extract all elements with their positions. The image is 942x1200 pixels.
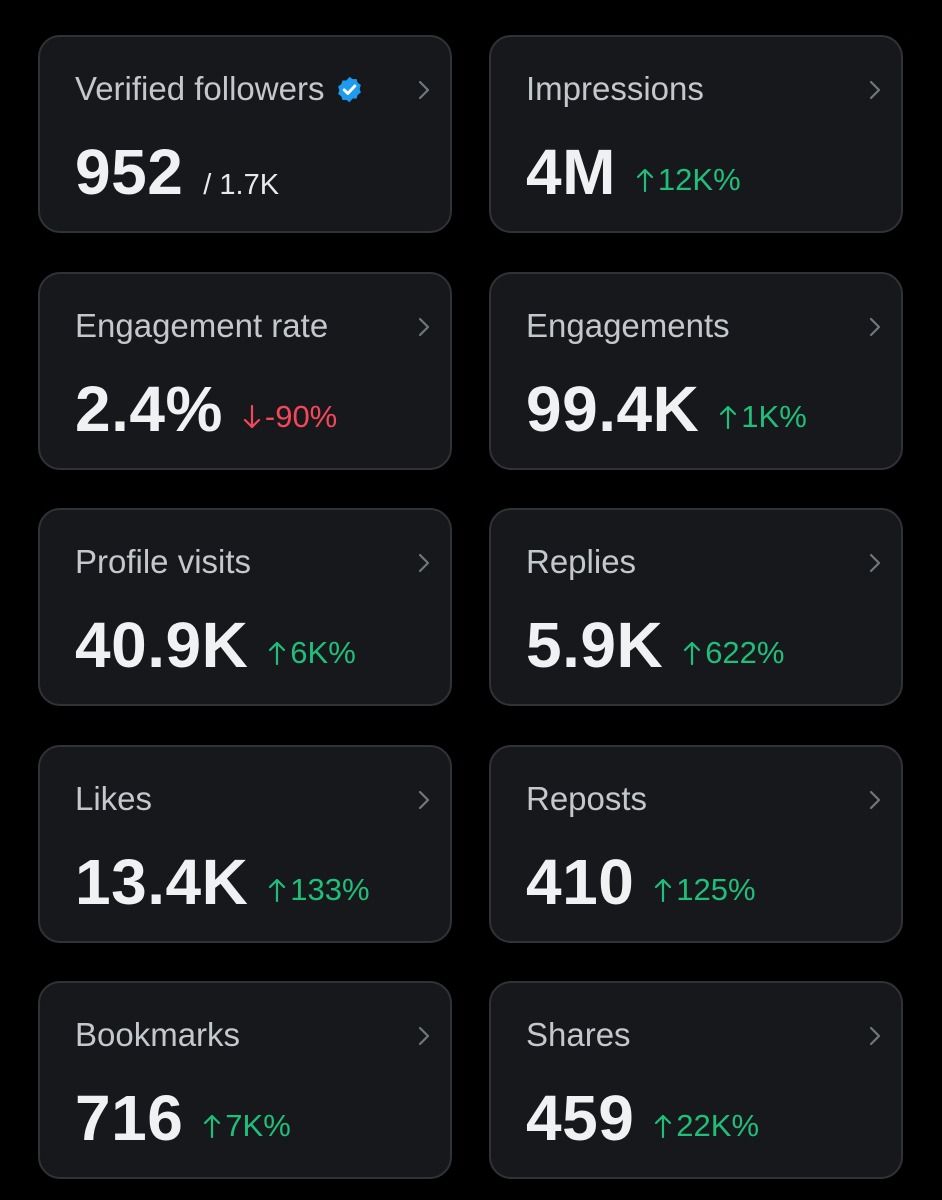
stat-change: 22K% xyxy=(654,1108,759,1144)
stat-value-row: 13.4K 133% xyxy=(75,847,370,917)
stat-value-row: 410 125% xyxy=(526,847,756,917)
stat-label-row: Profile visits xyxy=(75,541,251,583)
stat-label: Profile visits xyxy=(75,543,252,580)
stat-value: 459 xyxy=(526,1082,635,1154)
stat-card-replies[interactable]: Replies 5.9K 622% xyxy=(489,508,903,706)
stat-value-row: 99.4K 1K% xyxy=(526,374,807,444)
stat-label-row: Impressions xyxy=(526,68,704,110)
stat-change: 6K% xyxy=(268,635,356,671)
stat-label: Bookmarks xyxy=(75,1016,241,1053)
stat-value: 952 xyxy=(75,136,184,208)
stat-card-likes[interactable]: Likes 13.4K 133% xyxy=(38,745,452,943)
arrow-up-icon xyxy=(269,641,286,666)
stat-change-value: 622% xyxy=(705,635,785,670)
stat-card-bookmarks[interactable]: Bookmarks 716 7K% xyxy=(38,981,452,1179)
stat-value: 716 xyxy=(75,1082,184,1154)
stat-label-row: Replies xyxy=(526,541,636,583)
stat-label-row: Engagements xyxy=(526,305,730,347)
stat-value: 99.4K xyxy=(526,373,700,445)
stat-card-verified-followers[interactable]: Verified followers 952 / 1.7K xyxy=(38,35,452,233)
stat-change-value: 133% xyxy=(290,872,370,907)
stat-card-engagements[interactable]: Engagements 99.4K 1K% xyxy=(489,272,903,470)
stat-change: 1K% xyxy=(719,399,807,435)
stat-value: 5.9K xyxy=(526,609,664,681)
stat-change: 133% xyxy=(268,872,370,908)
stat-label: Reposts xyxy=(526,780,648,817)
stat-label: Replies xyxy=(526,543,637,580)
stat-card-engagement-rate[interactable]: Engagement rate 2.4% -90% xyxy=(38,272,452,470)
stat-value-row: 5.9K 622% xyxy=(526,610,784,680)
stat-value-row: 952 / 1.7K xyxy=(75,137,279,207)
stat-change-value: 12K% xyxy=(657,162,741,197)
arrow-up-icon xyxy=(204,1114,221,1139)
chevron-right-icon xyxy=(869,790,881,810)
stat-change: 622% xyxy=(683,635,784,671)
arrow-up-icon xyxy=(655,878,672,903)
stat-change-value: -90% xyxy=(264,399,338,434)
stat-change-value: 7K% xyxy=(225,1108,291,1143)
chevron-right-icon xyxy=(869,80,881,100)
chevron-right-icon xyxy=(418,790,430,810)
stat-value: 4M xyxy=(526,136,616,208)
stat-change-value: 22K% xyxy=(676,1108,760,1143)
stat-label-row: Bookmarks xyxy=(75,1014,240,1056)
stat-value: 13.4K xyxy=(75,846,249,918)
stat-value: 40.9K xyxy=(75,609,249,681)
stat-label: Shares xyxy=(526,1016,631,1053)
chevron-right-icon xyxy=(869,1026,881,1046)
chevron-right-icon xyxy=(418,553,430,573)
verified-badge-icon xyxy=(338,76,362,102)
stat-label-row: Engagement rate xyxy=(75,305,328,347)
stat-value: 410 xyxy=(526,846,635,918)
stat-label: Engagements xyxy=(526,307,730,344)
stat-card-profile-visits[interactable]: Profile visits 40.9K 6K% xyxy=(38,508,452,706)
stat-card-impressions[interactable]: Impressions 4M 12K% xyxy=(489,35,903,233)
stat-value-row: 4M 12K% xyxy=(526,137,741,207)
stat-change: 12K% xyxy=(636,162,741,198)
arrow-up-icon xyxy=(269,878,286,903)
stat-change-value: 6K% xyxy=(290,635,356,670)
arrow-up-icon xyxy=(684,641,701,666)
arrow-down-icon xyxy=(243,404,260,429)
stat-change: -90% xyxy=(243,399,337,435)
chevron-right-icon xyxy=(869,317,881,337)
arrow-up-icon xyxy=(720,405,737,430)
stat-label-row: Reposts xyxy=(526,778,647,820)
stat-label: Verified followers xyxy=(75,70,325,107)
stat-card-shares[interactable]: Shares 459 22K% xyxy=(489,981,903,1179)
chevron-right-icon xyxy=(418,80,430,100)
stat-value: 2.4% xyxy=(75,373,223,445)
chevron-right-icon xyxy=(869,553,881,573)
stat-value-row: 40.9K 6K% xyxy=(75,610,356,680)
stat-value-row: 716 7K% xyxy=(75,1083,291,1153)
chevron-right-icon xyxy=(418,1026,430,1046)
arrow-up-icon xyxy=(655,1114,672,1139)
arrow-up-icon xyxy=(636,168,654,193)
stat-value-row: 2.4% -90% xyxy=(75,374,337,444)
stat-change: 125% xyxy=(654,872,756,908)
stat-change-value: 125% xyxy=(676,872,756,907)
stat-label-row: Verified followers xyxy=(75,68,364,110)
stat-label: Likes xyxy=(75,780,153,817)
chevron-right-icon xyxy=(418,317,430,337)
stat-card-reposts[interactable]: Reposts 410 125% xyxy=(489,745,903,943)
stat-label: Engagement rate xyxy=(75,307,329,344)
stat-label-row: Likes xyxy=(75,778,152,820)
stat-total: / 1.7K xyxy=(203,169,280,201)
stat-change: 7K% xyxy=(203,1108,291,1144)
stat-label: Impressions xyxy=(526,70,704,107)
stat-label-row: Shares xyxy=(526,1014,631,1056)
stat-change-value: 1K% xyxy=(741,399,807,434)
stat-value-row: 459 22K% xyxy=(526,1083,759,1153)
